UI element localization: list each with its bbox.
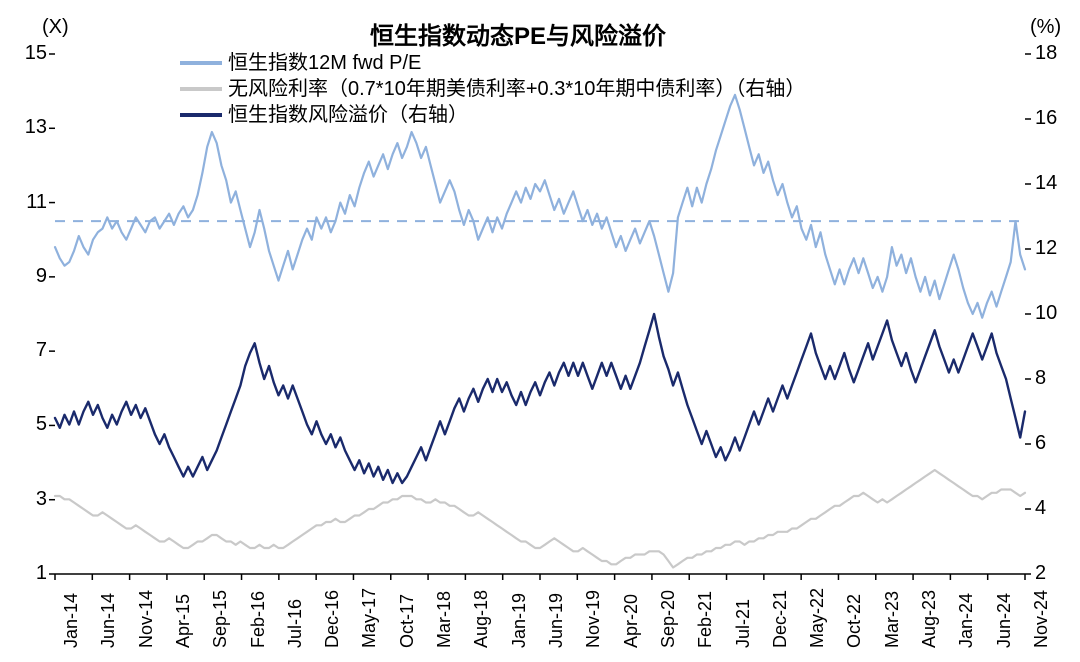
xtick: Feb-21 bbox=[695, 591, 716, 648]
xtick: Sep-20 bbox=[658, 590, 679, 648]
xtick: May-17 bbox=[359, 588, 380, 648]
xtick: May-22 bbox=[807, 588, 828, 648]
xtick: Apr-20 bbox=[621, 594, 642, 648]
ytick-left: 7 bbox=[7, 339, 47, 362]
xtick: Nov-14 bbox=[136, 590, 157, 648]
xtick: Jun-14 bbox=[98, 593, 119, 648]
ytick-right: 10 bbox=[1035, 302, 1075, 325]
xtick: Sep-15 bbox=[210, 590, 231, 648]
ytick-right: 2 bbox=[1035, 562, 1075, 585]
chart-svg bbox=[0, 0, 1080, 662]
ytick-right: 16 bbox=[1035, 107, 1075, 130]
ytick-right: 18 bbox=[1035, 42, 1075, 65]
ytick-left: 1 bbox=[7, 562, 47, 585]
ytick-right: 14 bbox=[1035, 172, 1075, 195]
xtick: Apr-15 bbox=[173, 594, 194, 648]
xtick: Jan-24 bbox=[956, 593, 977, 648]
xtick: Aug-18 bbox=[471, 590, 492, 648]
xtick: Jun-19 bbox=[546, 593, 567, 648]
xtick: Dec-21 bbox=[770, 590, 791, 648]
xtick: Jan-14 bbox=[61, 593, 82, 648]
xtick: Jul-16 bbox=[285, 599, 306, 648]
ytick-left: 13 bbox=[7, 116, 47, 139]
xtick: Jan-19 bbox=[509, 593, 530, 648]
ytick-right: 8 bbox=[1035, 367, 1075, 390]
xtick: Mar-23 bbox=[882, 591, 903, 648]
xtick: Jun-24 bbox=[994, 593, 1015, 648]
xtick: Jul-21 bbox=[733, 599, 754, 648]
ytick-left: 11 bbox=[7, 191, 47, 214]
ytick-right: 4 bbox=[1035, 497, 1075, 520]
ytick-left: 15 bbox=[7, 42, 47, 65]
xtick: Nov-24 bbox=[1031, 590, 1052, 648]
ytick-left: 5 bbox=[7, 413, 47, 436]
xtick: Aug-23 bbox=[919, 590, 940, 648]
ytick-right: 6 bbox=[1035, 432, 1075, 455]
xtick: Oct-17 bbox=[397, 594, 418, 648]
xtick: Mar-18 bbox=[434, 591, 455, 648]
series-pe bbox=[55, 95, 1025, 318]
xtick: Feb-16 bbox=[248, 591, 269, 648]
ytick-right: 12 bbox=[1035, 237, 1075, 260]
series-erp bbox=[55, 314, 1025, 483]
xtick: Oct-22 bbox=[844, 594, 865, 648]
xtick: Nov-19 bbox=[583, 590, 604, 648]
chart-container: (X) 恒生指数动态PE与风险溢价 (%) 恒生指数12M fwd P/E无风险… bbox=[0, 0, 1080, 662]
ytick-left: 9 bbox=[7, 265, 47, 288]
ytick-left: 3 bbox=[7, 488, 47, 511]
series-rf bbox=[55, 470, 1025, 568]
xtick: Dec-16 bbox=[322, 590, 343, 648]
